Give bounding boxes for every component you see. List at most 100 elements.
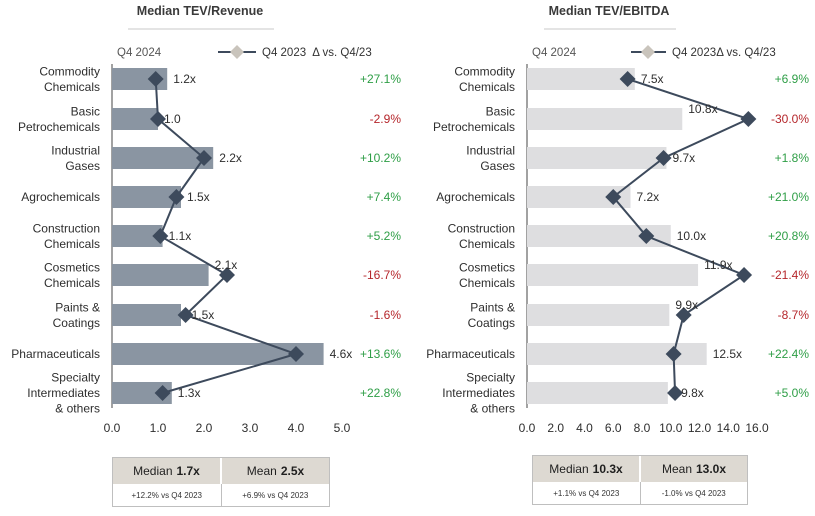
delta-label: +6.9% [775, 72, 810, 86]
legend-marker-label: Q4 2023 [262, 47, 306, 59]
median-label: Median [549, 462, 589, 476]
marker-q4-2023 [740, 111, 757, 127]
bar [112, 304, 181, 326]
delta-label: -1.6% [370, 308, 402, 322]
delta-label: +1.8% [775, 151, 810, 165]
delta-label: +22.4% [768, 347, 809, 361]
delta-label: +21.0% [768, 190, 809, 204]
bar-value-label: 11.9x [704, 258, 732, 272]
median-label: Median [133, 464, 173, 478]
x-tick-label: 3.0 [242, 421, 259, 435]
bar-value-label: 7.2x [637, 190, 660, 204]
mean-note: +6.9% vs Q4 2023 [220, 484, 330, 506]
mean-summary: Mean 13.0x [639, 456, 747, 482]
median-value: 10.3x [592, 462, 623, 476]
bar [112, 186, 181, 208]
delta-label: -8.7% [778, 308, 810, 322]
bar-value-label: 10.8x [688, 102, 717, 116]
x-tick-label: 16.0 [745, 421, 769, 435]
delta-label: +27.1% [360, 72, 401, 86]
bar [527, 186, 631, 208]
delta-label: -30.0% [771, 112, 809, 126]
bar [527, 225, 671, 247]
bar [527, 343, 707, 365]
x-tick-label: 2.0 [196, 421, 213, 435]
category-label: Basic Petrochemicals [18, 104, 100, 134]
delta-label: -21.4% [771, 268, 809, 282]
x-tick-label: 0.0 [104, 421, 121, 435]
category-label: Construction Chemicals [448, 221, 515, 251]
legend-bar-label: Q4 2024 [117, 47, 162, 59]
mean-value: 2.5x [280, 464, 305, 478]
x-tick-label: 2.0 [547, 421, 564, 435]
bar [112, 147, 214, 169]
bar [112, 108, 158, 130]
x-tick-label: 1.0 [150, 421, 167, 435]
category-label: Specialty Intermediates & others [442, 371, 515, 416]
category-label: Specialty Intermediates & others [27, 371, 100, 416]
mean-note: -1.0% vs Q4 2023 [639, 482, 748, 504]
bar [112, 382, 172, 404]
category-label: Industrial Gases [51, 143, 100, 173]
x-tick-label: 10.0 [659, 421, 683, 435]
marker-q4-2023 [605, 189, 622, 205]
category-label: Basic Petrochemicals [433, 104, 515, 134]
legend-marker-label: Q4 2023 [672, 47, 716, 59]
x-tick-label: 12.0 [688, 421, 712, 435]
bar-value-label: 4.6x [330, 347, 353, 361]
delta-header: Δ vs. Q4/23 [312, 47, 371, 59]
bar-value-label: 1.2x [173, 72, 196, 86]
category-label: Pharmaceuticals [11, 347, 100, 361]
marker-q4-2023 [152, 228, 169, 244]
bar [112, 343, 324, 365]
median-summary: Median 1.7x [113, 458, 220, 484]
marker-q4-2023 [288, 346, 304, 362]
bar-value-label: 9.9x [675, 298, 698, 312]
category-label: Cosmetics Chemicals [459, 260, 515, 290]
bar [527, 382, 668, 404]
delta-label: +7.4% [367, 190, 402, 204]
median-note: +1.1% vs Q4 2023 [553, 488, 620, 498]
bar-value-label: 2.2x [219, 151, 242, 165]
marker-q4-2023 [736, 267, 753, 283]
marker-q4-2023 [665, 346, 682, 362]
bar-value-label: 9.7x [672, 151, 695, 165]
category-label: Paints & Coatings [468, 300, 515, 330]
median-summary: Median 10.3x [533, 456, 639, 482]
category-label: Construction Chemicals [33, 221, 100, 251]
marker-q4-2023 [168, 189, 185, 205]
legend-marker [641, 45, 655, 59]
category-label: Pharmaceuticals [426, 347, 515, 361]
bar-value-label: 1.5x [192, 308, 215, 322]
bar [527, 304, 670, 326]
bar-value-label: 12.5x [713, 347, 742, 361]
marker-q4-2023 [177, 307, 194, 323]
x-tick-label: 6.0 [605, 421, 622, 435]
bar-value-label: 1.5x [187, 190, 210, 204]
category-label: Industrial Gases [466, 143, 515, 173]
marker-q4-2023 [147, 71, 164, 87]
marker-q4-2023 [619, 71, 636, 87]
delta-label: +5.2% [367, 229, 402, 243]
bar-value-label: 1.0 [164, 112, 181, 126]
delta-label: +5.0% [775, 386, 810, 400]
mean-label: Mean [246, 464, 277, 478]
delta-label: +10.2% [360, 151, 401, 165]
marker-q4-2023 [655, 150, 672, 166]
marker-q4-2023 [150, 111, 166, 127]
bar-value-label: 1.3x [178, 386, 201, 400]
marker-q4-2023 [154, 385, 171, 401]
bar-value-label: 1.1x [169, 229, 192, 243]
chart-title: Median TEV/EBITDA [549, 4, 670, 18]
delta-label: -2.9% [370, 112, 402, 126]
marker-q4-2023 [675, 307, 692, 323]
x-tick-label: 8.0 [634, 421, 651, 435]
chart-title: Median TEV/Revenue [137, 4, 263, 18]
x-tick-label: 4.0 [288, 421, 305, 435]
mean-value: 13.0x [696, 462, 727, 476]
delta-header: Δ vs. Q4/23 [716, 47, 775, 59]
marker-q4-2023 [196, 150, 212, 166]
bar-value-label: 9.8x [681, 386, 704, 400]
